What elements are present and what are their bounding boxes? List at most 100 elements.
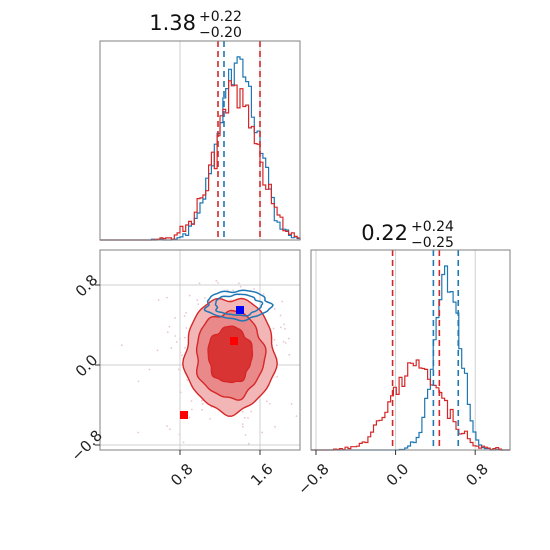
scatter-point — [182, 441, 185, 444]
title-lower-right: −0.25 — [411, 235, 454, 251]
scatter-point — [274, 425, 276, 428]
grid-top-left — [179, 41, 261, 240]
panel-bottom-right: −0.8 0.0 0.8 0.22 +0.24 −0.25 — [294, 219, 511, 499]
scatter-point — [137, 380, 140, 383]
scatter-point — [247, 417, 249, 419]
scatter-point — [284, 327, 286, 330]
scatter-point — [273, 308, 276, 310]
scatter-point — [181, 354, 183, 357]
scatter-point — [209, 417, 212, 420]
scatter-point — [183, 315, 186, 317]
scatter-point — [272, 327, 275, 330]
scatter-point — [197, 303, 200, 306]
scatter-point — [137, 431, 140, 434]
scatter-point — [279, 326, 282, 329]
scatter-point — [242, 425, 244, 428]
hist-series-tl-blue — [100, 56, 301, 241]
histograms-top-left — [100, 56, 301, 241]
scatter-point — [183, 336, 186, 339]
quantile-lines-top-left — [217, 41, 261, 240]
scatter-point — [275, 344, 278, 347]
contour-blue-level-1 — [214, 293, 264, 317]
axes-frame-top-left — [99, 40, 301, 241]
marker-red-1 — [230, 337, 238, 345]
marker-red-2 — [180, 411, 188, 419]
scatter-point — [217, 281, 219, 284]
scatter-point — [185, 327, 188, 329]
scatter-point — [262, 293, 265, 295]
axes-frame-bottom-right — [310, 249, 511, 451]
scatter-point — [244, 434, 247, 436]
axes-frame-bottom-left — [99, 249, 301, 451]
panel-top-left: 1.38 +0.22 −0.20 — [99, 9, 301, 241]
histograms-bottom-right — [311, 265, 510, 451]
scatter-point — [174, 317, 177, 319]
scatter-point — [166, 331, 169, 334]
scatter-point — [241, 423, 244, 426]
scatter-point — [175, 341, 178, 343]
scatter-point — [230, 299, 232, 301]
scatter-point — [226, 289, 229, 292]
scatter-point — [184, 346, 186, 349]
scatter-point — [232, 289, 235, 292]
scatter-point — [290, 402, 293, 405]
scatter-point — [186, 379, 189, 382]
grid-bottom-right — [315, 250, 476, 450]
scatter-point — [168, 325, 171, 328]
scatter-point — [188, 294, 191, 297]
scatter-point — [166, 425, 169, 428]
ticks-bottom-right: −0.8 0.0 0.8 — [294, 450, 492, 499]
scatter-point — [185, 312, 188, 314]
scatter-point — [168, 428, 171, 431]
scatter-point — [179, 391, 182, 394]
scatter-point — [284, 342, 287, 344]
scatter-point — [174, 335, 177, 337]
scatter-point — [243, 416, 246, 419]
scatter-point — [190, 400, 193, 402]
panel-bottom-left: 0.8 1.6−0.80.00.8 — [67, 249, 301, 490]
scatter-point — [166, 296, 168, 299]
scatter-point — [295, 415, 298, 417]
scatter-point — [203, 296, 206, 299]
scatter-point — [178, 368, 180, 371]
scatter-point — [279, 314, 282, 317]
scatter-point — [239, 285, 242, 288]
contour-red-level-2 — [207, 325, 254, 384]
tick-label-x-bl-1: 1.6 — [247, 460, 277, 490]
contour-blue-level-0 — [203, 289, 274, 322]
scatter-point — [237, 282, 240, 285]
scatter-point — [178, 433, 181, 436]
tick-label-y-bl-1: 0.0 — [72, 351, 102, 381]
scatter-point — [120, 344, 123, 347]
scatter-point — [269, 402, 271, 405]
scatter-point — [283, 323, 285, 326]
scatter-point — [276, 375, 279, 378]
scatter-point — [188, 416, 191, 419]
hist-series-br-red — [311, 359, 510, 451]
scatter-point — [215, 279, 218, 282]
tick-label-x-br-1: 0.0 — [383, 460, 413, 490]
scatter-point — [241, 410, 244, 413]
scatter-point — [288, 353, 291, 356]
tick-label-x-br-0: −0.8 — [294, 460, 332, 498]
tick-label-y-bl-2: 0.8 — [72, 271, 102, 301]
scatter-point — [281, 300, 284, 303]
scatter-point — [265, 400, 268, 403]
scatter-point — [287, 337, 290, 340]
scatter-point — [261, 431, 264, 434]
scatter-point — [179, 337, 181, 340]
scatter-point — [247, 442, 250, 445]
scatter-point — [253, 288, 255, 290]
title-upper-right: +0.24 — [411, 219, 454, 235]
title-upper-left: +0.22 — [199, 9, 242, 25]
scatter-point — [196, 299, 199, 301]
marker-blue-0 — [236, 306, 244, 314]
markers — [180, 306, 244, 419]
scatter-point — [201, 408, 203, 411]
tick-label-x-bl-0: 0.8 — [167, 460, 197, 490]
quantile-lines-bottom-right — [391, 250, 460, 450]
hist-series-br-blue — [311, 265, 510, 451]
scatter-point — [201, 399, 203, 402]
title-lower-left: −0.20 — [199, 25, 242, 41]
